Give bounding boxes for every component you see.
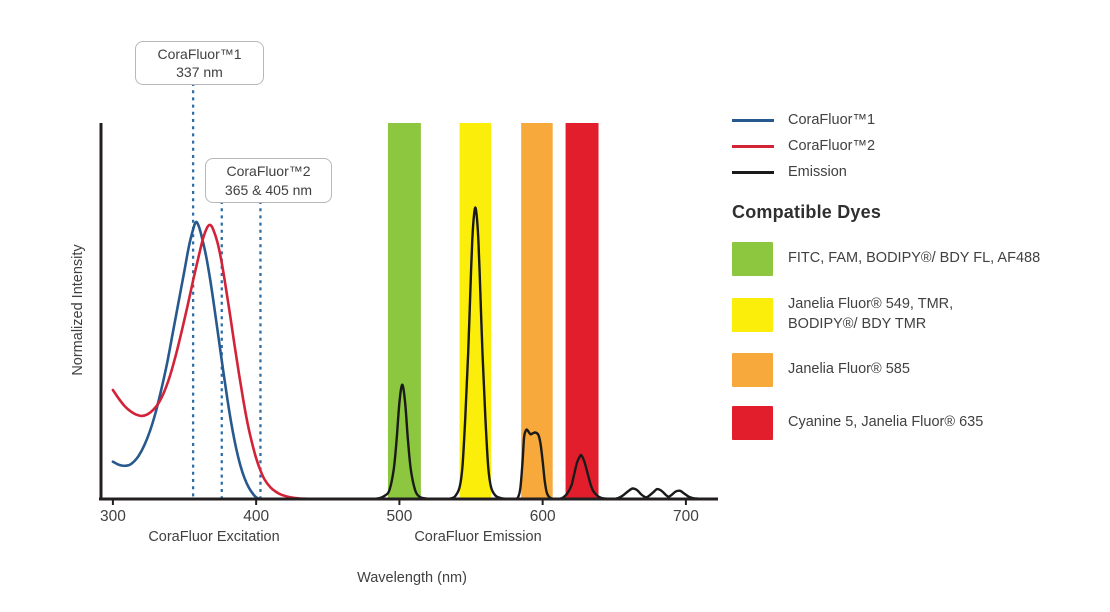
dye-item-red: Cyanine 5, Janelia Fluor® 635 <box>732 406 1104 441</box>
dye-label: Janelia Fluor® 549, TMR, BODIPY®/ BDY TM… <box>788 296 954 332</box>
dye-label: FITC, FAM, BODIPY®/ BDY FL, AF488 <box>788 250 1041 267</box>
x-tick-label: 600 <box>530 508 556 525</box>
callout-corafluor1-title: CoraFluor™1 <box>157 45 242 62</box>
emission-caption: CoraFluor Emission <box>414 529 542 545</box>
x-tick-label: 400 <box>243 508 269 525</box>
corafluor1-line-swatch <box>732 118 774 122</box>
dye-label: Janelia Fluor® 585 <box>788 361 910 378</box>
series-corafluor-1 <box>111 220 262 501</box>
legend-label: CoraFluor™1 <box>788 112 876 128</box>
callout-corafluor1: CoraFluor™1 337 nm <box>135 41 264 85</box>
series-corafluor-2 <box>111 223 351 501</box>
callout-corafluor1-value: 337 nm <box>176 64 223 80</box>
compatible-dyes-heading: Compatible Dyes <box>732 202 882 222</box>
orange-dye-swatch <box>732 353 773 388</box>
x-tick-label: 700 <box>673 508 699 525</box>
y-axis-label: Normalized Intensity <box>70 244 86 376</box>
excitation-caption: CoraFluor Excitation <box>148 529 280 545</box>
dye-item-orange: Janelia Fluor® 585 <box>732 353 1104 388</box>
legend-item-corafluor1: CoraFluor™1 <box>732 108 1104 132</box>
emission-band-green <box>387 123 421 500</box>
legend-item-emission: Emission <box>732 160 1104 184</box>
emission-line-swatch <box>732 170 774 174</box>
x-axis-label: Wavelength (nm) <box>357 570 467 586</box>
corafluor2-line-swatch <box>732 144 774 148</box>
dye-label: Cyanine 5, Janelia Fluor® 635 <box>788 414 984 431</box>
legend-label: CoraFluor™2 <box>788 138 876 154</box>
dye-item-green: FITC, FAM, BODIPY®/ BDY FL, AF488 <box>732 242 1104 276</box>
yellow-dye-swatch <box>732 297 773 332</box>
emission-band-orange <box>521 123 553 500</box>
emission-band-red <box>565 123 599 500</box>
red-dye-swatch <box>732 406 773 441</box>
x-tick-label: 500 <box>386 508 412 525</box>
legend-item-corafluor2: CoraFluor™2 <box>732 134 1104 158</box>
callout-corafluor2: CoraFluor™2 365 & 405 nm <box>205 158 332 203</box>
x-tick-label: 300 <box>100 508 126 525</box>
legend-label: Emission <box>788 164 847 180</box>
dye-item-yellow: Janelia Fluor® 549, TMR, BODIPY®/ BDY TM… <box>732 295 1104 334</box>
legend: CoraFluor™1 CoraFluor™2 Emission Compati… <box>732 108 1104 441</box>
callout-corafluor2-value: 365 & 405 nm <box>224 181 313 198</box>
callout-corafluor2-title: CoraFluor™2 <box>226 163 311 180</box>
green-dye-swatch <box>732 242 773 276</box>
